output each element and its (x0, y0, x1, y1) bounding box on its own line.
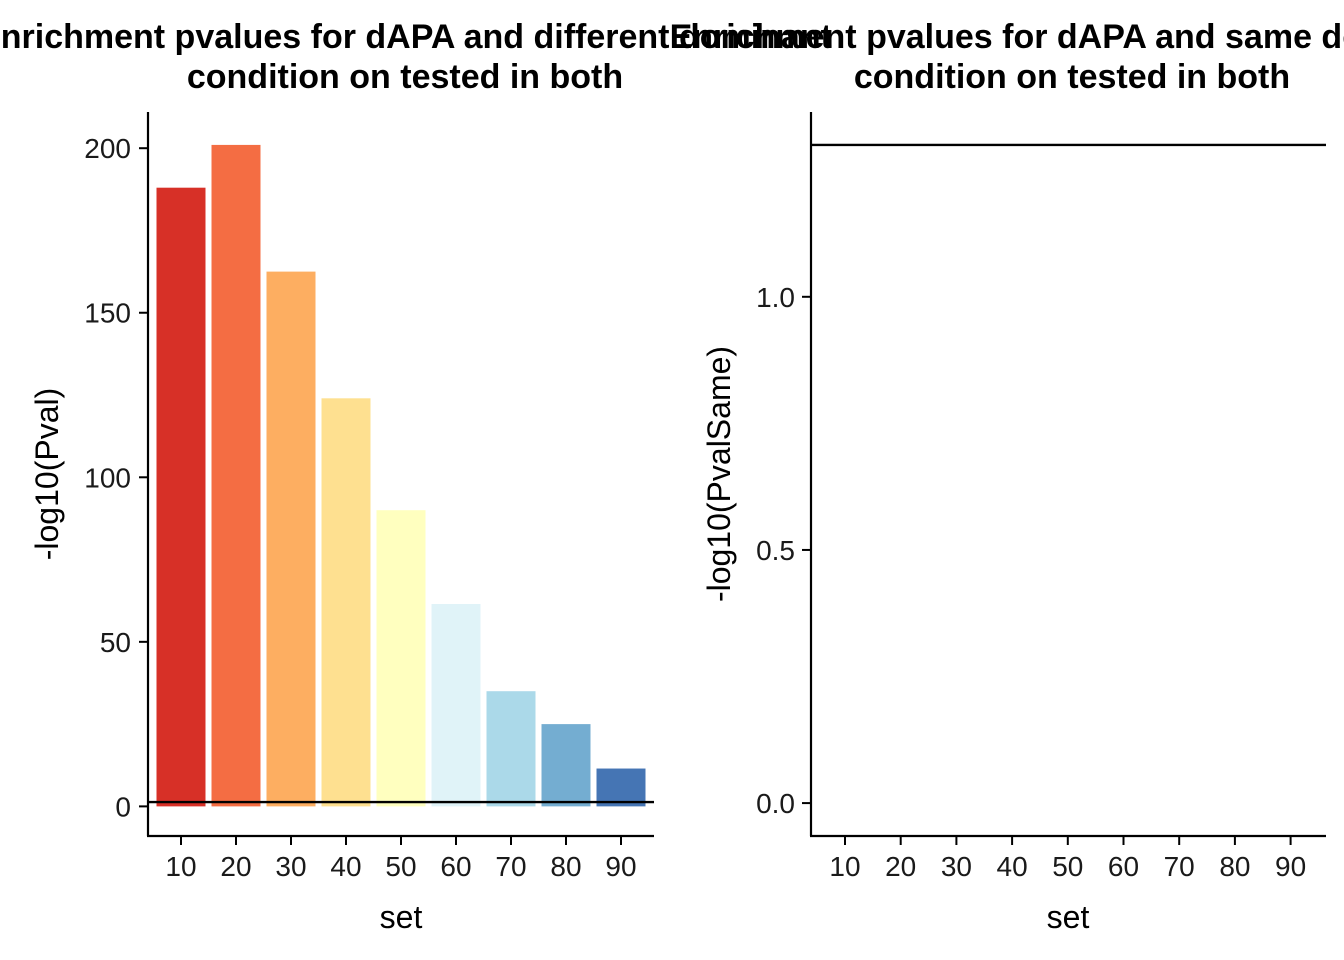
y-ticks: 0.0 0.5 1.0 (756, 282, 811, 819)
x-axis-label: set (380, 899, 423, 935)
x-ticks: 10 20 30 40 50 60 70 80 90 (829, 836, 1306, 882)
x-tick-label: 60 (1108, 851, 1139, 882)
x-tick-label: 90 (605, 851, 636, 882)
x-tick-label: 20 (220, 851, 251, 882)
y-tick-label: 0.5 (756, 535, 795, 566)
bar-70 (486, 691, 536, 807)
bar-30 (266, 271, 316, 807)
x-tick-label: 10 (829, 851, 860, 882)
x-tick-label: 90 (1275, 851, 1306, 882)
x-axis-label: set (1047, 899, 1090, 935)
chart-title-line1: Enrichment pvalues for dAPA and differen… (0, 18, 832, 56)
y-tick-label: 0.0 (756, 788, 795, 819)
bar-90 (596, 768, 646, 807)
bar-80 (541, 724, 591, 807)
panel-different-dominant: Enrichment pvalues for dAPA and differen… (0, 18, 832, 935)
y-tick-label: 100 (84, 462, 131, 493)
y-axis-label: -log10(PvalSame) (701, 346, 737, 602)
chart-title-line2: condition on tested in both (187, 58, 623, 96)
x-tick-label: 50 (385, 851, 416, 882)
x-tick-label: 80 (1219, 851, 1250, 882)
bar-50 (376, 510, 426, 807)
x-tick-label: 30 (941, 851, 972, 882)
x-tick-label: 40 (330, 851, 361, 882)
y-tick-label: 0 (115, 791, 131, 822)
x-tick-label: 80 (550, 851, 581, 882)
y-tick-label: 200 (84, 133, 131, 164)
y-ticks: 0 50 100 150 200 (84, 133, 148, 822)
x-tick-label: 60 (440, 851, 471, 882)
x-tick-label: 10 (165, 851, 196, 882)
x-ticks: 10 20 30 40 50 60 70 80 90 (165, 836, 637, 882)
bar-10 (156, 187, 206, 807)
panel-same-dominant: Enrichment pvalues for dAPA and same dom… (670, 18, 1344, 935)
bar-60 (431, 603, 481, 807)
bar-20 (211, 144, 261, 807)
x-tick-label: 20 (885, 851, 916, 882)
chart-title-line1: Enrichment pvalues for dAPA and same dom… (670, 18, 1344, 56)
y-tick-label: 1.0 (756, 282, 795, 313)
bars (156, 144, 646, 807)
y-tick-label: 150 (84, 298, 131, 329)
chart-title-line2: condition on tested in both (854, 58, 1290, 96)
x-tick-label: 30 (275, 851, 306, 882)
y-tick-label: 50 (100, 627, 131, 658)
x-tick-label: 40 (997, 851, 1028, 882)
x-tick-label: 50 (1052, 851, 1083, 882)
x-tick-label: 70 (1164, 851, 1195, 882)
x-tick-label: 70 (495, 851, 526, 882)
y-axis-label: -log10(Pval) (29, 388, 65, 561)
bar-40 (321, 398, 371, 807)
